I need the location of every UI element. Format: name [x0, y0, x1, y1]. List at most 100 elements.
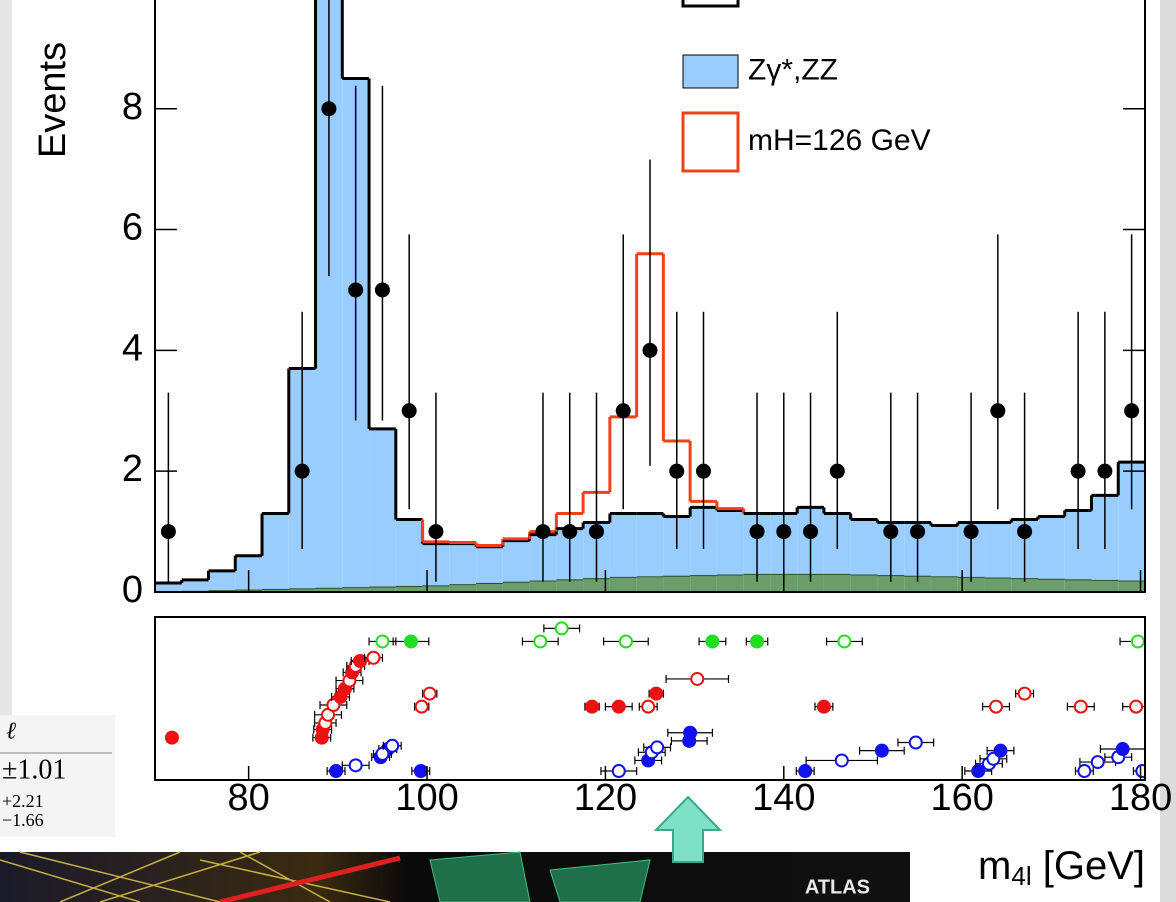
histogram-bar — [930, 576, 958, 592]
data-point — [883, 524, 899, 540]
main-panel: 0 2 4 6 8 Zγ*,ZZ mH=126 GeV — [122, 0, 1146, 611]
event-point — [650, 740, 665, 755]
x-label-sub: 4l — [1011, 861, 1031, 891]
legend-swatch — [681, 111, 740, 173]
event-point — [816, 699, 831, 714]
x-label-main: m — [978, 844, 1011, 888]
event-point — [611, 699, 626, 714]
event-point — [414, 699, 429, 714]
event-point — [1077, 764, 1092, 779]
table-cell: +2.21 — [2, 791, 44, 811]
x-tick-label: 80 — [228, 777, 270, 819]
histogram-bar — [904, 575, 931, 592]
histogram-bar — [850, 519, 878, 575]
x-tick-label: 180 — [1109, 777, 1172, 819]
event-point — [798, 764, 813, 779]
y-tick-label: 8 — [122, 86, 143, 128]
event-point — [329, 764, 344, 779]
event-point — [422, 686, 437, 701]
lower-panel: 80 100 120 140 160 180 — [154, 616, 1172, 819]
x-tick-label: 140 — [752, 777, 815, 819]
event-point — [1073, 699, 1088, 714]
banner-logo: ATLAS — [805, 876, 870, 898]
histogram-bar — [262, 513, 289, 589]
event-point — [533, 634, 548, 649]
y-axis-label: Events — [32, 42, 74, 158]
histogram-bar — [315, 587, 343, 592]
histogram-bar — [797, 573, 824, 592]
histogram-bar — [609, 576, 637, 592]
event-point — [164, 730, 179, 745]
data-point — [374, 282, 390, 298]
histogram-bar — [984, 522, 1012, 578]
frame — [154, 0, 1146, 593]
event-point — [874, 743, 889, 758]
histogram-bar — [369, 428, 396, 587]
event-point — [1115, 742, 1130, 757]
data-point — [910, 524, 926, 540]
data-point — [1017, 524, 1033, 540]
data-point — [1124, 403, 1140, 419]
histogram-bar — [877, 575, 905, 592]
data-point — [963, 524, 979, 540]
data-point — [535, 524, 551, 540]
histogram-bar — [181, 579, 209, 591]
histogram-bar — [449, 543, 477, 585]
y-tick-label: 0 — [122, 569, 143, 611]
histogram-bar — [1037, 516, 1065, 579]
data-point — [776, 524, 792, 540]
histogram-bar — [1091, 579, 1119, 592]
histogram-bar — [636, 513, 664, 577]
frame — [154, 616, 1146, 781]
histogram-bar — [208, 570, 236, 591]
legend-swatch — [681, 0, 740, 8]
event-point — [971, 764, 986, 779]
histogram-bar — [716, 574, 744, 592]
event-point — [705, 634, 720, 649]
data-point — [428, 524, 444, 540]
histogram-bar — [583, 578, 610, 592]
histogram-bar — [262, 588, 289, 592]
banner-detector — [429, 851, 651, 902]
histogram-bar — [1064, 579, 1092, 592]
banner-track — [219, 855, 401, 902]
highlight-arrow — [653, 795, 723, 863]
data-point — [1097, 463, 1113, 479]
histogram-bar — [502, 540, 530, 582]
banner-tracks — [0, 851, 391, 902]
event-point — [1090, 755, 1105, 770]
event-point — [585, 699, 600, 714]
data-point — [401, 403, 417, 419]
event-point — [348, 758, 363, 773]
histogram-bar — [476, 546, 503, 583]
event-point — [375, 746, 390, 761]
event-point — [1129, 699, 1144, 714]
table-cell: −1.66 — [2, 810, 44, 830]
histogram-bar — [529, 580, 557, 592]
legend: Zγ*,ZZ mH=126 GeV — [681, 0, 931, 173]
histogram-bar — [984, 577, 1012, 592]
data-point — [990, 403, 1006, 419]
event-point — [908, 735, 923, 750]
data-point — [1070, 463, 1086, 479]
x-tick-label: 100 — [395, 777, 458, 819]
histogram-bar — [636, 576, 664, 592]
banner: ATLAS — [0, 851, 910, 902]
data-point — [562, 524, 578, 540]
histogram-bar — [1118, 580, 1145, 592]
event-point — [683, 725, 698, 740]
event-point — [1130, 634, 1145, 649]
event-point — [834, 753, 849, 768]
event-point — [366, 650, 381, 665]
histogram-bar — [823, 573, 851, 592]
data-point — [294, 463, 310, 479]
histogram-bar — [395, 519, 423, 586]
y-tick-label: 4 — [122, 327, 143, 369]
event-point — [1017, 686, 1032, 701]
data-point — [803, 524, 819, 540]
histogram-bar — [850, 574, 878, 592]
data-point — [321, 101, 337, 117]
histogram-bar — [1011, 578, 1038, 592]
